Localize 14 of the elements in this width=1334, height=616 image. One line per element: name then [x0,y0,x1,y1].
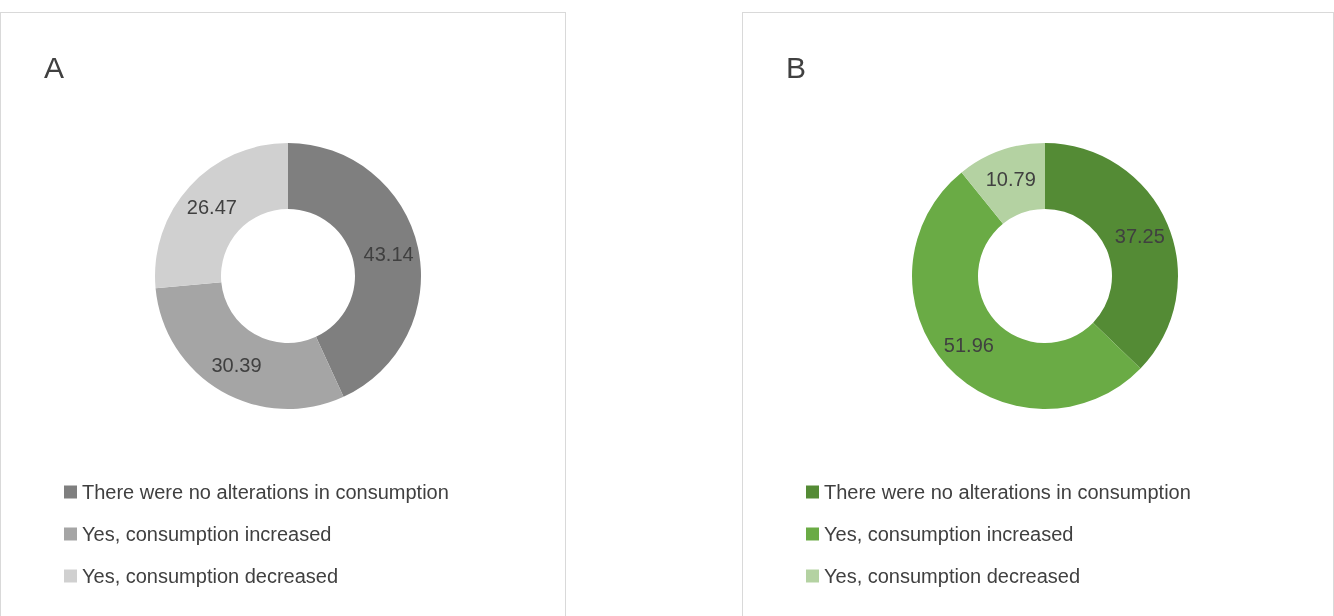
data-label: 26.47 [186,195,237,218]
data-label: 43.14 [363,242,414,265]
data-label: 51.96 [943,334,994,357]
legend-label: There were no alterations in consumption [82,481,449,503]
legend-label: Yes, consumption increased [82,523,332,545]
data-label: 30.39 [211,354,262,377]
legend-label: There were no alterations in consumption [824,481,1191,503]
chart-title: A [44,50,65,84]
legend-label: Yes, consumption decreased [824,565,1081,587]
data-label: 10.79 [985,167,1036,190]
data-label: 37.25 [1114,224,1165,247]
legend-label: Yes, consumption increased [824,523,1074,545]
chart-title: B [786,50,807,84]
legend-label: Yes, consumption decreased [82,565,339,587]
